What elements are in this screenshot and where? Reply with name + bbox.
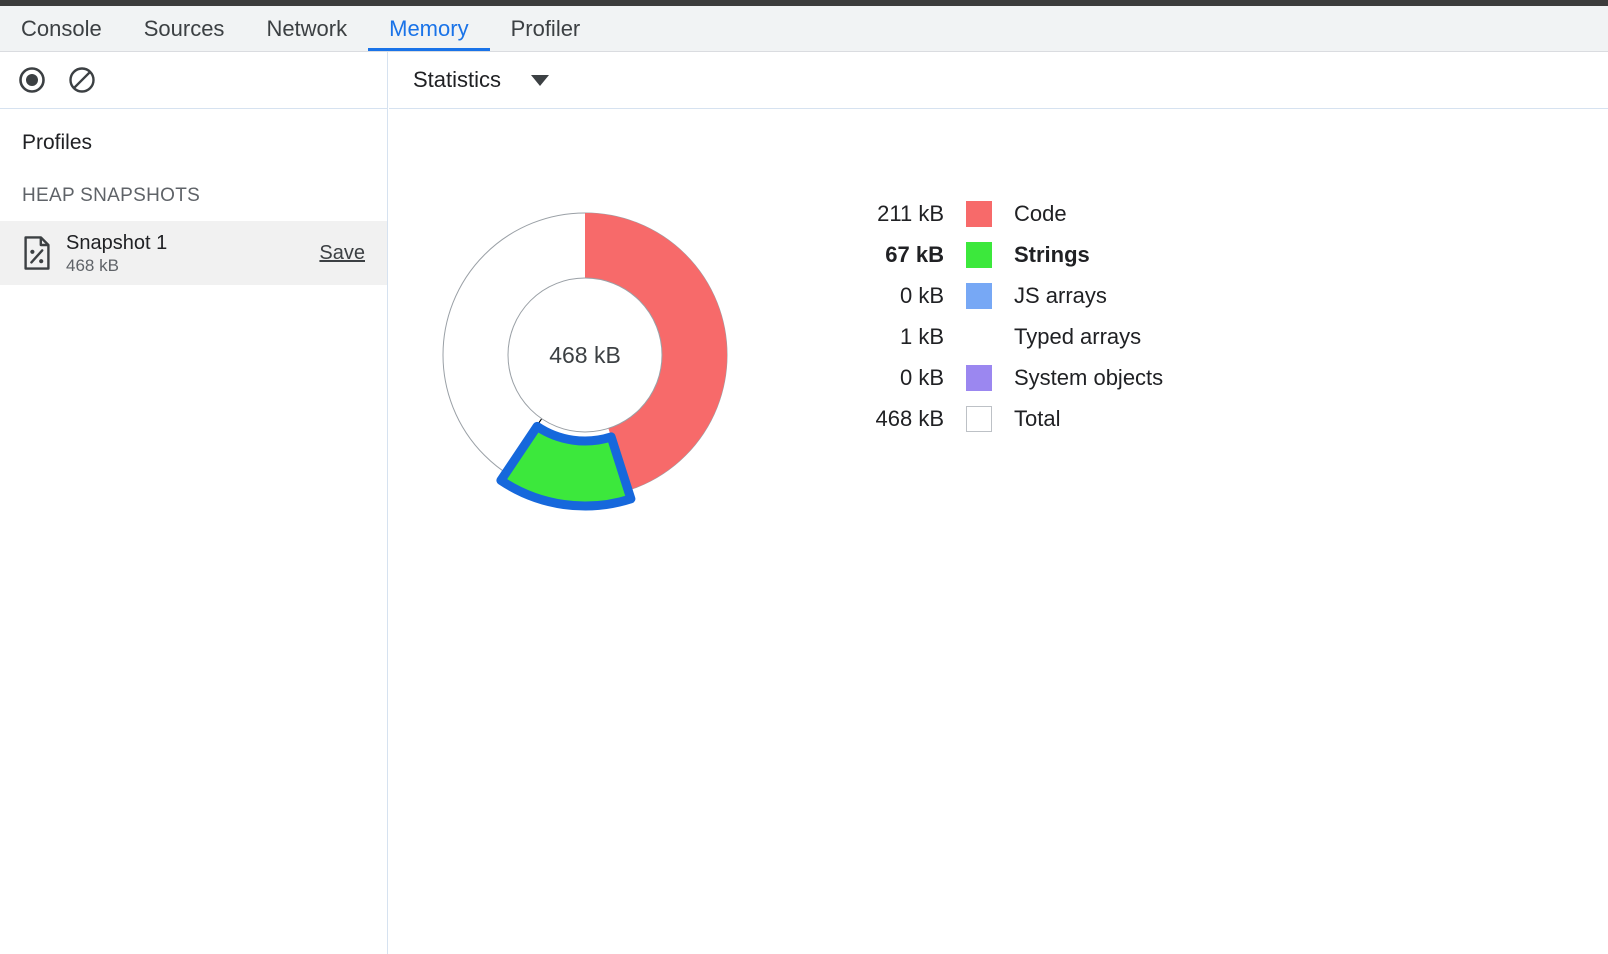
legend-value: 0 kB	[899, 364, 944, 390]
legend-label: JS arrays	[1014, 282, 1107, 308]
memory-donut-chart[interactable]	[405, 175, 765, 535]
tab-profiler-label: Profiler	[510, 15, 581, 41]
tab-profiler[interactable]: Profiler	[490, 6, 602, 51]
donut-slice-strings[interactable]	[496, 421, 636, 511]
legend-label: System objects	[1014, 364, 1164, 390]
legend-value: 468 kB	[875, 405, 945, 431]
snapshot-title: Snapshot 1	[66, 231, 168, 254]
donut-slice-code[interactable]	[585, 213, 727, 491]
record-icon[interactable]	[16, 64, 48, 96]
legend-swatch-typed-arrays	[966, 324, 992, 350]
sidebar-section-title: Profiles	[22, 131, 93, 154]
legend-value: 211 kB	[877, 200, 944, 226]
snapshot-texts: Snapshot 1 468 kB	[66, 231, 319, 276]
devtools-tabbar: Console Sources Network Memory Profiler	[0, 6, 1608, 52]
legend-swatch-total	[966, 405, 992, 432]
tab-memory[interactable]: Memory	[368, 6, 491, 51]
legend-value: 67 kB	[885, 241, 944, 267]
legend-swatch-system-objects	[966, 364, 992, 391]
legend-row-code[interactable]: 211 kB Code	[844, 193, 1163, 234]
tab-network[interactable]: Network	[245, 6, 368, 51]
legend-swatch-code	[966, 200, 992, 227]
legend-value: 0 kB	[899, 282, 944, 308]
tab-console-label: Console	[21, 15, 102, 41]
chart-legend: 211 kB Code 67 kB Strings 0 kB JS arrays…	[844, 193, 1163, 439]
legend-label: Typed arrays	[1014, 323, 1142, 349]
tab-network-label: Network	[266, 15, 348, 41]
snapshot-size: 468 kB	[66, 255, 119, 275]
view-selector-statistics[interactable]: Statistics	[405, 63, 557, 97]
statistics-chart-area: 468 kB 211 kB Code 67 kB Strings 0 kB JS…	[389, 109, 1608, 954]
legend-label: Code	[1014, 200, 1067, 226]
legend-label: Total	[1014, 405, 1061, 431]
legend-label: Strings	[1014, 241, 1090, 267]
save-snapshot-link[interactable]: Save	[319, 241, 365, 264]
heap-snapshot-file-icon	[22, 236, 52, 270]
tab-sources-label: Sources	[143, 15, 225, 41]
memory-main-panel: Statistics 468 kB 211 kB Code 67 kB Stri…	[389, 52, 1608, 954]
tab-console[interactable]: Console	[0, 6, 123, 51]
window-top-strip	[0, 0, 1608, 6]
view-selector-label: Statistics	[413, 67, 502, 92]
tab-sources[interactable]: Sources	[123, 6, 246, 51]
legend-swatch-js-arrays	[966, 282, 992, 309]
legend-row-js-arrays[interactable]: 0 kB JS arrays	[844, 275, 1163, 316]
legend-row-strings[interactable]: 67 kB Strings	[844, 234, 1163, 275]
profiles-sidebar: Profiles HEAP SNAPSHOTS Snapshot 1 468 k…	[0, 52, 388, 954]
tab-memory-label: Memory	[389, 15, 469, 41]
legend-value: 1 kB	[899, 323, 944, 349]
clear-icon[interactable]	[66, 64, 98, 96]
legend-row-typed-arrays[interactable]: 1 kB Typed arrays	[844, 316, 1163, 357]
donut-inner-ring	[507, 277, 663, 433]
main-toolbar: Statistics	[389, 52, 1608, 109]
legend-row-total[interactable]: 468 kB Total	[844, 398, 1163, 439]
legend-row-system-objects[interactable]: 0 kB System objects	[844, 357, 1163, 398]
list-item-snapshot-1[interactable]: Snapshot 1 468 kB Save	[0, 221, 387, 285]
sidebar-toolbar	[0, 52, 387, 109]
legend-swatch-strings	[966, 241, 992, 268]
sidebar-group-header-heap-snapshots: HEAP SNAPSHOTS	[22, 185, 201, 206]
chevron-down-icon	[531, 74, 550, 86]
